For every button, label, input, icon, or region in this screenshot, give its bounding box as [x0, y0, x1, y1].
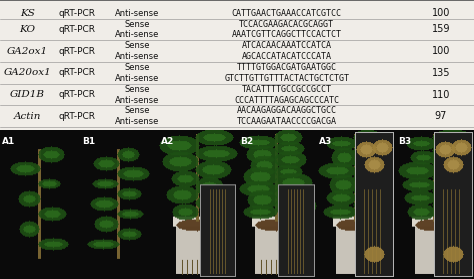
- Text: GID1B: GID1B: [10, 90, 45, 99]
- Text: TCCACGAAGACACGCAGGT: TCCACGAAGACACGCAGGT: [239, 20, 334, 28]
- Text: Sense: Sense: [125, 85, 150, 94]
- Text: Anti-sense: Anti-sense: [115, 95, 160, 105]
- Text: AACAAGAGGACAAGGCTGCC: AACAAGAGGACAAGGCTGCC: [237, 106, 337, 115]
- Text: qRT-PCR: qRT-PCR: [59, 9, 96, 18]
- Text: Anti-sense: Anti-sense: [115, 52, 160, 61]
- Text: Sense: Sense: [125, 106, 150, 115]
- Text: KS: KS: [20, 9, 35, 18]
- Text: Sense: Sense: [125, 41, 150, 50]
- Text: TCCAAGAATAACCCCGACGA: TCCAAGAATAACCCCGACGA: [237, 117, 337, 126]
- Text: TTTTGTGGACGATGAATGGC: TTTTGTGGACGATGAATGGC: [237, 63, 337, 72]
- Text: Anti-sense: Anti-sense: [115, 30, 160, 39]
- Text: 159: 159: [431, 25, 450, 35]
- Text: 135: 135: [431, 68, 450, 78]
- Text: CCCATTTTAGAGCAGCCCATC: CCCATTTTAGAGCAGCCCATC: [234, 95, 339, 105]
- Text: A3: A3: [319, 137, 333, 146]
- Text: GTCTTGTTGTTTACTACTGCTCTGT: GTCTTGTTGTTTACTACTGCTCTGT: [224, 74, 349, 83]
- Text: KO: KO: [19, 25, 36, 34]
- Text: 100: 100: [432, 8, 450, 18]
- Text: A1: A1: [2, 137, 16, 146]
- Text: ATCACAACAAATCCATCA: ATCACAACAAATCCATCA: [242, 41, 332, 50]
- Text: B2: B2: [240, 137, 254, 146]
- Text: 97: 97: [435, 111, 447, 121]
- Text: Anti-sense: Anti-sense: [115, 9, 160, 18]
- Text: qRT-PCR: qRT-PCR: [59, 47, 96, 56]
- Text: qRT-PCR: qRT-PCR: [59, 112, 96, 121]
- Text: qRT-PCR: qRT-PCR: [59, 25, 96, 34]
- Text: GA2ox1: GA2ox1: [7, 47, 48, 56]
- Text: Actin: Actin: [14, 112, 41, 121]
- Text: TACATTTTGCCGCCGCCT: TACATTTTGCCGCCGCCT: [242, 85, 332, 94]
- Text: Sense: Sense: [125, 20, 150, 28]
- Text: 100: 100: [432, 46, 450, 56]
- Text: Anti-sense: Anti-sense: [115, 117, 160, 126]
- Text: A2: A2: [161, 137, 174, 146]
- Text: qRT-PCR: qRT-PCR: [59, 68, 96, 77]
- Text: 110: 110: [432, 90, 450, 100]
- Text: qRT-PCR: qRT-PCR: [59, 90, 96, 99]
- Text: B3: B3: [398, 137, 411, 146]
- Text: Sense: Sense: [125, 63, 150, 72]
- Text: AAATCGTTCAGGCTTCCACTCT: AAATCGTTCAGGCTTCCACTCT: [232, 30, 342, 39]
- Text: GA20ox1: GA20ox1: [4, 68, 51, 77]
- Text: Anti-sense: Anti-sense: [115, 74, 160, 83]
- Text: CATTGAACTGAAACCATCGTCC: CATTGAACTGAAACCATCGTCC: [232, 9, 342, 18]
- Text: AGCACCATACATCCCATA: AGCACCATACATCCCATA: [242, 52, 332, 61]
- Text: B1: B1: [82, 137, 95, 146]
